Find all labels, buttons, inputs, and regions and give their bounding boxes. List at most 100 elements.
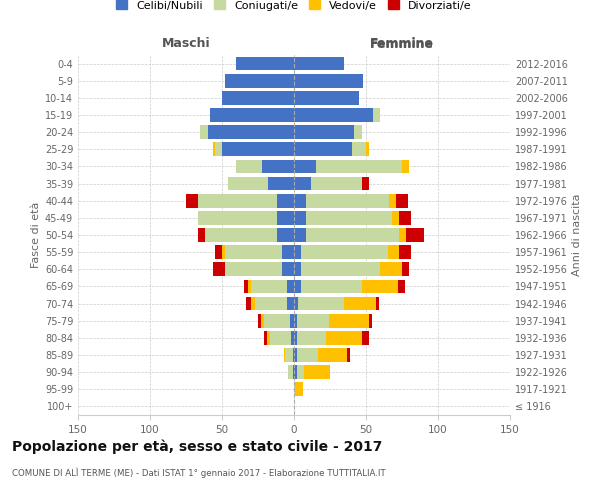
Bar: [266, 331, 269, 344]
Bar: [294, 331, 297, 344]
Bar: [396, 194, 408, 207]
Bar: [294, 176, 311, 190]
Bar: [297, 366, 304, 379]
Bar: [264, 331, 266, 344]
Bar: [262, 160, 294, 173]
Bar: [344, 296, 376, 310]
Bar: [369, 314, 372, 328]
Bar: [399, 211, 410, 224]
Bar: [298, 296, 344, 310]
Bar: [251, 280, 287, 293]
Bar: [294, 382, 295, 396]
Bar: [186, 194, 197, 207]
Bar: [376, 296, 379, 310]
Bar: [294, 194, 305, 207]
Legend: Celibi/Nubili, Coniugati/e, Vedovi/e, Divorziati/e: Celibi/Nubili, Coniugati/e, Vedovi/e, Di…: [112, 0, 476, 15]
Bar: [197, 211, 277, 224]
Bar: [294, 296, 298, 310]
Bar: [225, 262, 283, 276]
Text: Popolazione per età, sesso e stato civile - 2017: Popolazione per età, sesso e stato civil…: [12, 440, 382, 454]
Bar: [329, 314, 369, 328]
Bar: [352, 142, 366, 156]
Y-axis label: Anni di nascita: Anni di nascita: [572, 194, 582, 276]
Bar: [283, 246, 294, 259]
Bar: [362, 176, 369, 190]
Bar: [293, 348, 294, 362]
Bar: [287, 280, 294, 293]
Bar: [402, 160, 409, 173]
Bar: [247, 296, 251, 310]
Bar: [301, 280, 362, 293]
Bar: [305, 211, 392, 224]
Bar: [214, 142, 215, 156]
Bar: [215, 142, 222, 156]
Bar: [222, 246, 225, 259]
Bar: [388, 246, 399, 259]
Bar: [294, 280, 301, 293]
Bar: [297, 314, 329, 328]
Bar: [402, 262, 409, 276]
Y-axis label: Fasce di età: Fasce di età: [31, 202, 41, 268]
Bar: [294, 246, 301, 259]
Bar: [284, 348, 286, 362]
Bar: [236, 160, 262, 173]
Bar: [295, 382, 302, 396]
Bar: [286, 348, 293, 362]
Bar: [311, 176, 362, 190]
Bar: [398, 280, 405, 293]
Bar: [301, 246, 388, 259]
Bar: [399, 246, 410, 259]
Bar: [392, 211, 399, 224]
Bar: [326, 331, 362, 344]
Bar: [362, 280, 398, 293]
Bar: [294, 91, 359, 104]
Bar: [355, 126, 362, 139]
Bar: [222, 91, 294, 104]
Bar: [197, 228, 205, 242]
Bar: [261, 314, 264, 328]
Text: COMUNE DI ALÌ TERME (ME) - Dati ISTAT 1° gennaio 2017 - Elaborazione TUTTITALIA.: COMUNE DI ALÌ TERME (ME) - Dati ISTAT 1°…: [12, 468, 386, 478]
Bar: [294, 366, 297, 379]
Bar: [294, 74, 363, 88]
Bar: [366, 142, 369, 156]
Text: Femmine: Femmine: [370, 38, 434, 52]
Bar: [389, 194, 396, 207]
Bar: [294, 56, 344, 70]
Bar: [277, 194, 294, 207]
Bar: [373, 108, 380, 122]
Bar: [294, 262, 301, 276]
Bar: [268, 176, 294, 190]
Bar: [214, 262, 225, 276]
Bar: [264, 314, 290, 328]
Bar: [269, 331, 291, 344]
Bar: [277, 211, 294, 224]
Bar: [294, 126, 355, 139]
Bar: [287, 296, 294, 310]
Bar: [244, 280, 248, 293]
Bar: [291, 331, 294, 344]
Bar: [288, 366, 293, 379]
Bar: [215, 246, 222, 259]
Bar: [222, 142, 294, 156]
Bar: [294, 314, 297, 328]
Bar: [316, 160, 402, 173]
Bar: [406, 228, 424, 242]
Bar: [305, 228, 399, 242]
Bar: [197, 194, 277, 207]
Bar: [225, 246, 283, 259]
Bar: [294, 211, 305, 224]
Bar: [248, 280, 251, 293]
Bar: [304, 366, 330, 379]
Bar: [305, 194, 389, 207]
Bar: [380, 262, 402, 276]
Text: Maschi: Maschi: [161, 37, 211, 50]
Bar: [236, 56, 294, 70]
Bar: [294, 160, 316, 173]
Bar: [205, 228, 277, 242]
Bar: [319, 348, 347, 362]
Text: Femmine: Femmine: [370, 37, 434, 50]
Bar: [294, 142, 352, 156]
Bar: [294, 108, 373, 122]
Bar: [208, 126, 294, 139]
Bar: [297, 331, 326, 344]
